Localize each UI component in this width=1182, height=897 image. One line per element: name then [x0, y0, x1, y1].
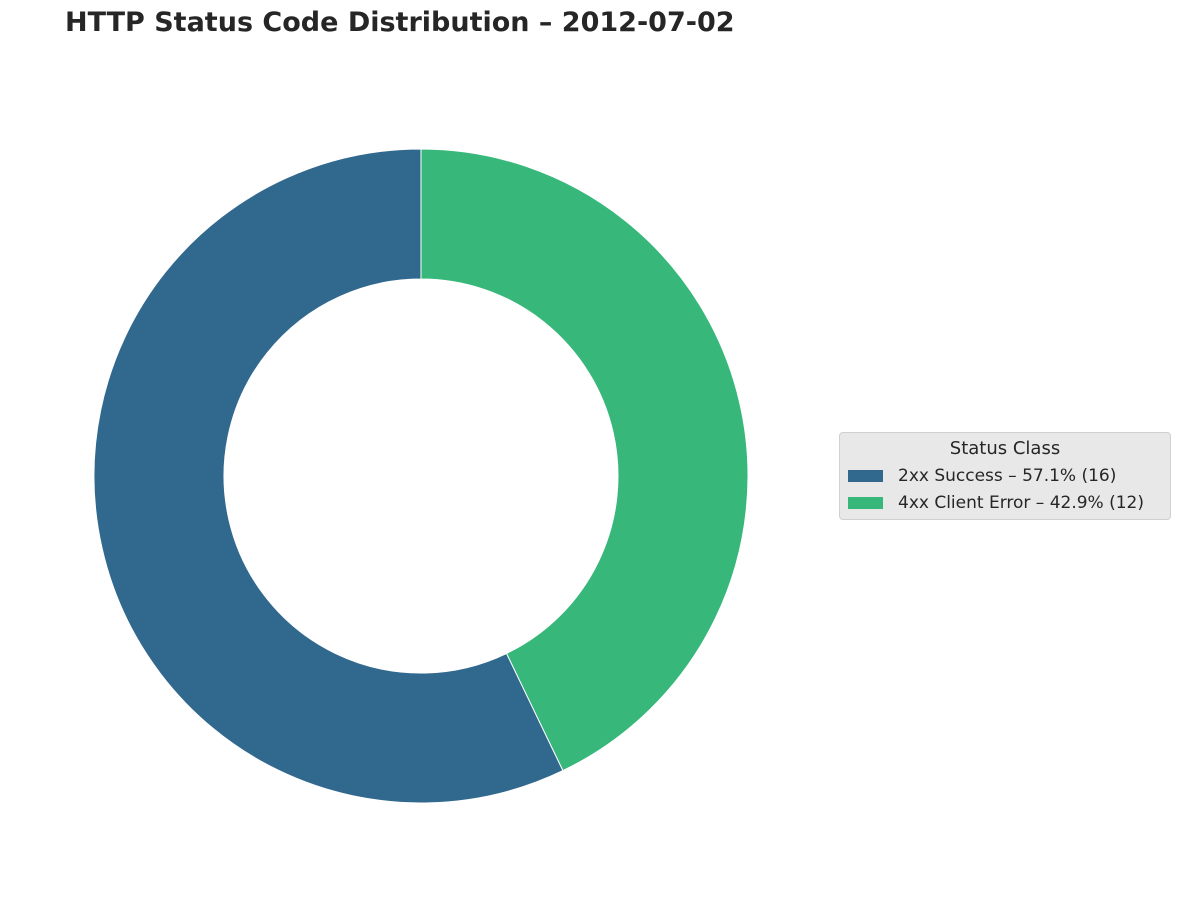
legend-title: Status Class: [949, 438, 1061, 459]
chart-title: HTTP Status Code Distribution – 2012-07-…: [65, 7, 735, 38]
slice-2xx-success: [93, 148, 564, 804]
legend: Status Class 2xx Success – 57.1% (16) 4x…: [839, 432, 1171, 520]
legend-swatch-2xx-success: [848, 470, 883, 482]
slice-4xx-client-error: [420, 148, 749, 772]
legend-label-2xx-success: 2xx Success – 57.1% (16): [898, 466, 1117, 486]
legend-item-2xx-success: 2xx Success – 57.1% (16): [848, 465, 1116, 487]
donut-slices: [93, 148, 749, 804]
legend-swatch-4xx-client-error: [848, 497, 883, 509]
legend-label-4xx-client-error: 4xx Client Error – 42.9% (12): [898, 493, 1145, 513]
legend-item-4xx-client-error: 4xx Client Error – 42.9% (12): [848, 492, 1144, 514]
